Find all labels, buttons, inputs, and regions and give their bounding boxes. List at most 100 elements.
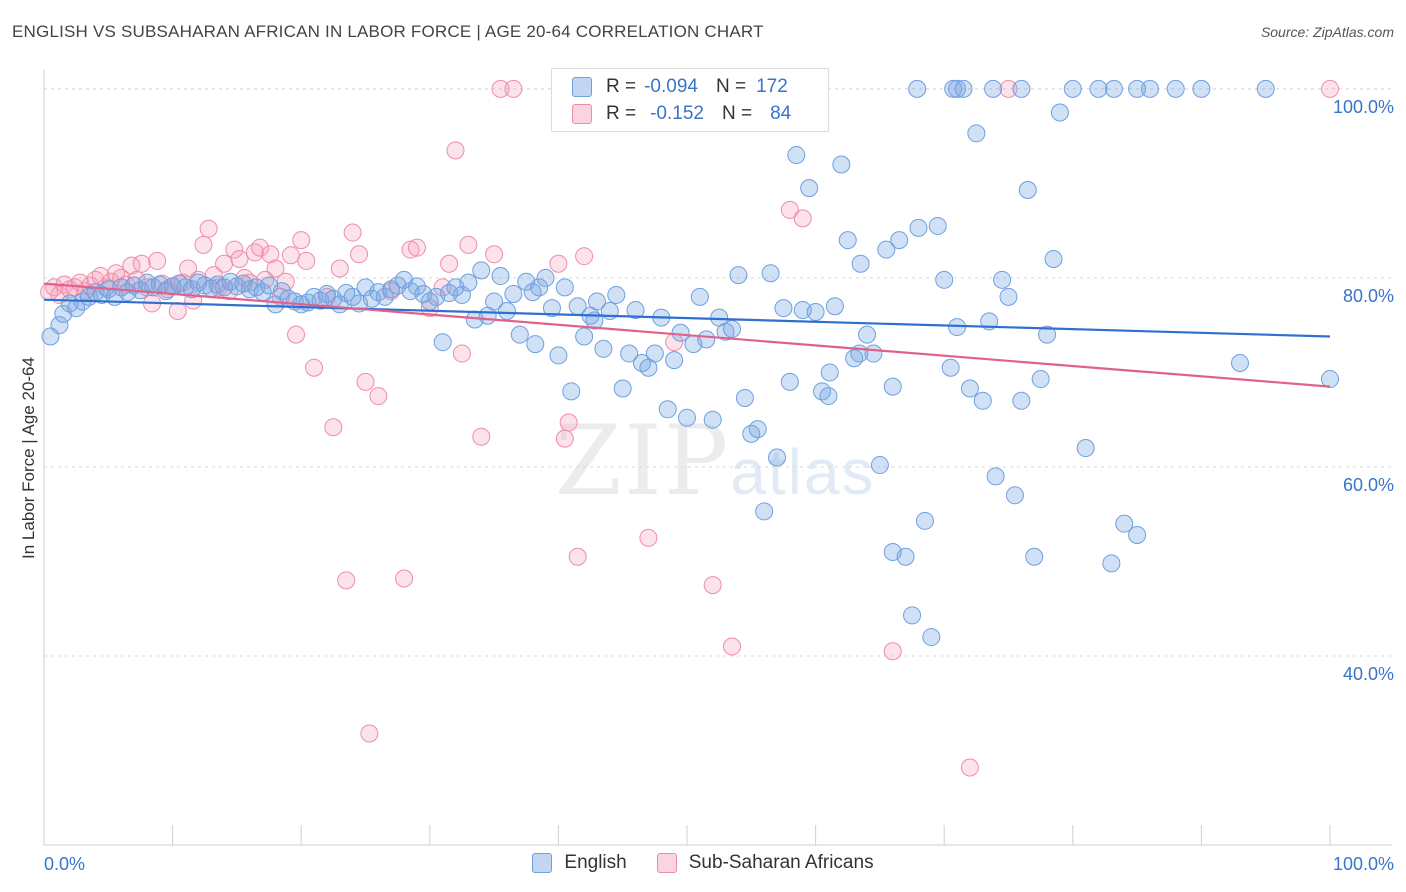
english-point xyxy=(1321,370,1339,389)
subsaharan-point xyxy=(491,79,510,98)
legend-n-label: N = xyxy=(721,103,753,124)
english-point xyxy=(768,448,787,467)
english-point xyxy=(658,400,677,419)
y-tick-label: 40.0% xyxy=(1343,664,1394,684)
english-point xyxy=(774,299,793,318)
english-point xyxy=(459,273,478,292)
english-point xyxy=(491,267,510,286)
english-point xyxy=(549,346,568,365)
legend-n-value: 172 xyxy=(756,76,788,97)
subsaharan-point xyxy=(330,259,349,278)
english-point xyxy=(697,330,716,349)
english-point xyxy=(1102,554,1121,573)
english-point xyxy=(1076,439,1095,458)
subsaharan-point xyxy=(401,240,420,259)
english-point xyxy=(1230,353,1249,372)
subsaharan-trend-line xyxy=(43,282,1331,388)
english-swatch xyxy=(532,853,553,873)
subsaharan-swatch xyxy=(656,853,677,873)
english-point xyxy=(343,287,362,306)
subsaharan-point xyxy=(199,219,218,238)
english-point xyxy=(510,325,529,344)
subsaharan-point xyxy=(793,209,812,228)
english-point xyxy=(819,387,838,406)
legend-label-subsaharan: Sub-Saharan Africans xyxy=(688,852,874,873)
subsaharan-point xyxy=(960,758,979,777)
english-point xyxy=(407,277,426,296)
english-point xyxy=(973,391,992,410)
english-point xyxy=(497,302,516,321)
legend-n-label: N = xyxy=(715,76,747,97)
subsaharan-point xyxy=(266,259,285,278)
english-point xyxy=(845,349,864,368)
english-point xyxy=(562,382,581,401)
subsaharan-point xyxy=(568,547,587,566)
english-point xyxy=(986,467,1005,486)
subsaharan-point xyxy=(504,79,523,98)
subsaharan-point xyxy=(350,245,369,264)
english-point xyxy=(993,270,1012,289)
english-point xyxy=(729,266,748,285)
english-point xyxy=(1192,79,1211,98)
subsaharan-point xyxy=(287,325,306,344)
english-point xyxy=(1044,250,1063,269)
subsaharan-point xyxy=(132,254,151,273)
english-point xyxy=(594,339,613,358)
english-point xyxy=(272,282,291,301)
subsaharan-point xyxy=(230,250,249,269)
legend-n-value: 84 xyxy=(770,103,792,124)
english-point xyxy=(526,335,545,354)
english-point xyxy=(632,353,651,372)
x-tick-label-min: 0.0% xyxy=(44,854,85,874)
english-point xyxy=(890,231,909,250)
chart-title: ENGLISH VS SUBSAHARAN AFRICAN IN LABOR F… xyxy=(12,22,764,41)
english-point xyxy=(472,261,491,280)
english-point xyxy=(922,628,941,647)
english-point xyxy=(944,79,963,98)
legend-item-english[interactable]: English xyxy=(532,852,627,874)
subsaharan-point xyxy=(780,200,799,219)
english-point xyxy=(1166,79,1185,98)
english-point xyxy=(1089,79,1108,98)
english-point xyxy=(433,333,452,352)
legend-r-value: -0.094 xyxy=(644,76,698,97)
subsaharan-point xyxy=(555,429,574,448)
legend-item-subsaharan[interactable]: Sub-Saharan Africans xyxy=(656,852,874,874)
watermark-zip: ZIP xyxy=(555,405,731,517)
english-point xyxy=(941,358,960,377)
english-point xyxy=(915,511,934,530)
english-point xyxy=(883,377,902,396)
x-tick-label-max: 100.0% xyxy=(1333,854,1394,874)
subsaharan-point xyxy=(194,235,213,254)
english-point xyxy=(703,410,722,429)
english-point xyxy=(50,316,69,335)
legend-r-label: R = xyxy=(606,103,637,124)
english-point xyxy=(755,502,774,521)
english-point xyxy=(723,319,742,338)
subsaharan-point xyxy=(360,724,379,743)
subsaharan-point xyxy=(407,238,426,257)
english-point xyxy=(1128,79,1147,98)
source-label: Source: ZipAtlas.com xyxy=(1260,24,1394,40)
subsaharan-swatch xyxy=(572,104,592,124)
subsaharan-point xyxy=(549,254,568,273)
legend-r-value: -0.152 xyxy=(650,103,704,124)
english-point xyxy=(555,278,574,297)
subsaharan-point xyxy=(215,254,234,273)
subsaharan-point xyxy=(459,235,478,254)
english-point xyxy=(587,292,606,311)
english-point xyxy=(967,124,986,143)
english-point xyxy=(908,79,927,98)
y-tick-label: 60.0% xyxy=(1343,475,1394,495)
english-point xyxy=(671,323,690,342)
english-trend-line xyxy=(43,298,1331,338)
english-point xyxy=(870,456,889,475)
subsaharan-point xyxy=(297,251,316,270)
subsaharan-point xyxy=(369,387,388,406)
english-point xyxy=(1115,514,1134,533)
english-point xyxy=(1063,79,1082,98)
subsaharan-point xyxy=(251,238,270,257)
english-point xyxy=(896,547,915,566)
english-point xyxy=(825,297,844,316)
english-point xyxy=(858,325,877,344)
